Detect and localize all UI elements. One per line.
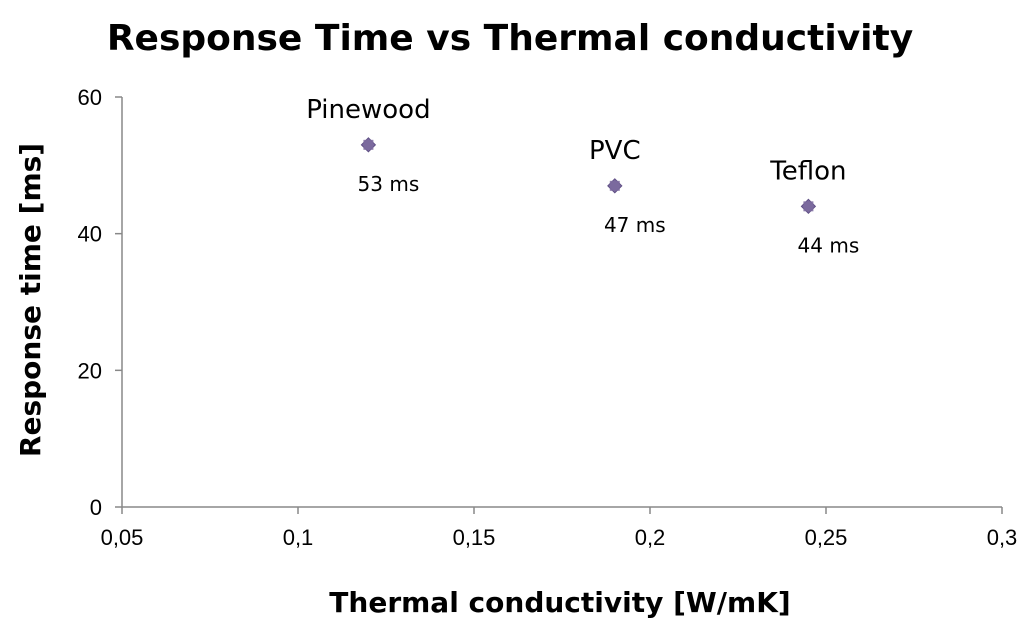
y-tick-label: 20 <box>78 358 102 383</box>
data-point-group: Pinewood 53 ms <box>306 95 430 196</box>
data-point-group: PVC 47 ms <box>589 136 666 237</box>
data-point-marker-core <box>803 201 814 212</box>
data-point-marker-core <box>363 139 374 150</box>
y-tick-label: 60 <box>78 85 102 110</box>
data-point-marker-core <box>609 180 620 191</box>
point-value-label: 53 ms <box>358 172 420 196</box>
axes <box>121 97 1002 508</box>
x-axis-ticks: 0,05 0,1 0,15 0,2 0,25 0,3 <box>101 507 1018 550</box>
point-name-label: Pinewood <box>306 95 430 125</box>
x-tick-label: 0,25 <box>805 525 848 550</box>
point-value-label: 44 ms <box>798 233 860 257</box>
x-axis-title: Thermal conductivity [W/mK] <box>329 586 790 619</box>
x-tick-label: 0,05 <box>101 525 144 550</box>
data-points: Pinewood 53 ms PVC 47 ms Teflon 44 ms <box>306 95 859 257</box>
point-name-label: PVC <box>589 136 641 166</box>
y-tick-label: 40 <box>78 222 102 247</box>
y-tick-label: 0 <box>90 495 102 520</box>
x-tick-label: 0,15 <box>453 525 496 550</box>
y-axis-title: Response time [ms] <box>14 143 47 457</box>
chart-title: Response Time vs Thermal conductivity <box>107 18 913 59</box>
point-value-label: 47 ms <box>604 213 666 237</box>
y-axis-ticks: 0 20 40 60 <box>78 85 122 520</box>
point-name-label: Teflon <box>769 156 846 186</box>
x-tick-label: 0,3 <box>987 525 1018 550</box>
x-tick-label: 0,2 <box>635 525 666 550</box>
x-tick-label: 0,1 <box>283 525 314 550</box>
data-point-group: Teflon 44 ms <box>769 156 859 257</box>
